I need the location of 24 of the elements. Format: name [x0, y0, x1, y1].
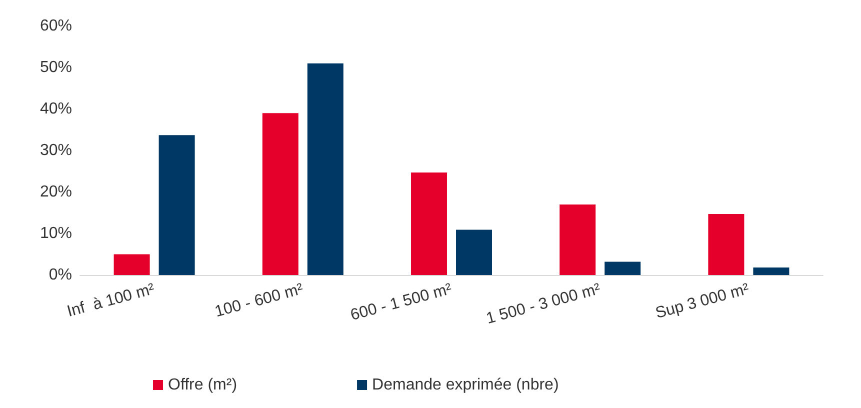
legend-label: Demande exprimée (nbre) — [372, 376, 559, 394]
y-tick-label: 40% — [40, 100, 72, 118]
bar — [604, 262, 641, 275]
legend-label: Offre (m²) — [168, 376, 238, 394]
bar — [307, 63, 344, 275]
y-tick-label: 30% — [40, 142, 72, 159]
y-tick-label: 60% — [40, 18, 72, 34]
x-tick-label: 600 - 1 500 m² — [348, 280, 454, 324]
x-tick-label: Inf à 100 m² — [65, 280, 158, 320]
x-tick-label: Sup 3 000 m² — [654, 280, 752, 322]
y-tick-label: 20% — [40, 184, 72, 200]
bar — [411, 172, 447, 275]
bar — [114, 254, 150, 275]
bar — [262, 113, 298, 275]
bar — [456, 230, 492, 275]
y-tick-label: 0% — [48, 266, 72, 284]
x-tick-label: 100 - 600 m² — [213, 280, 306, 321]
bar — [560, 204, 596, 275]
y-tick-label: 50% — [40, 59, 72, 76]
y-tick-label: 10% — [40, 225, 72, 242]
x-tick-label: 1 500 - 3 000 m² — [484, 280, 603, 328]
bar — [753, 268, 790, 275]
bar — [708, 214, 744, 275]
bar — [158, 135, 195, 275]
